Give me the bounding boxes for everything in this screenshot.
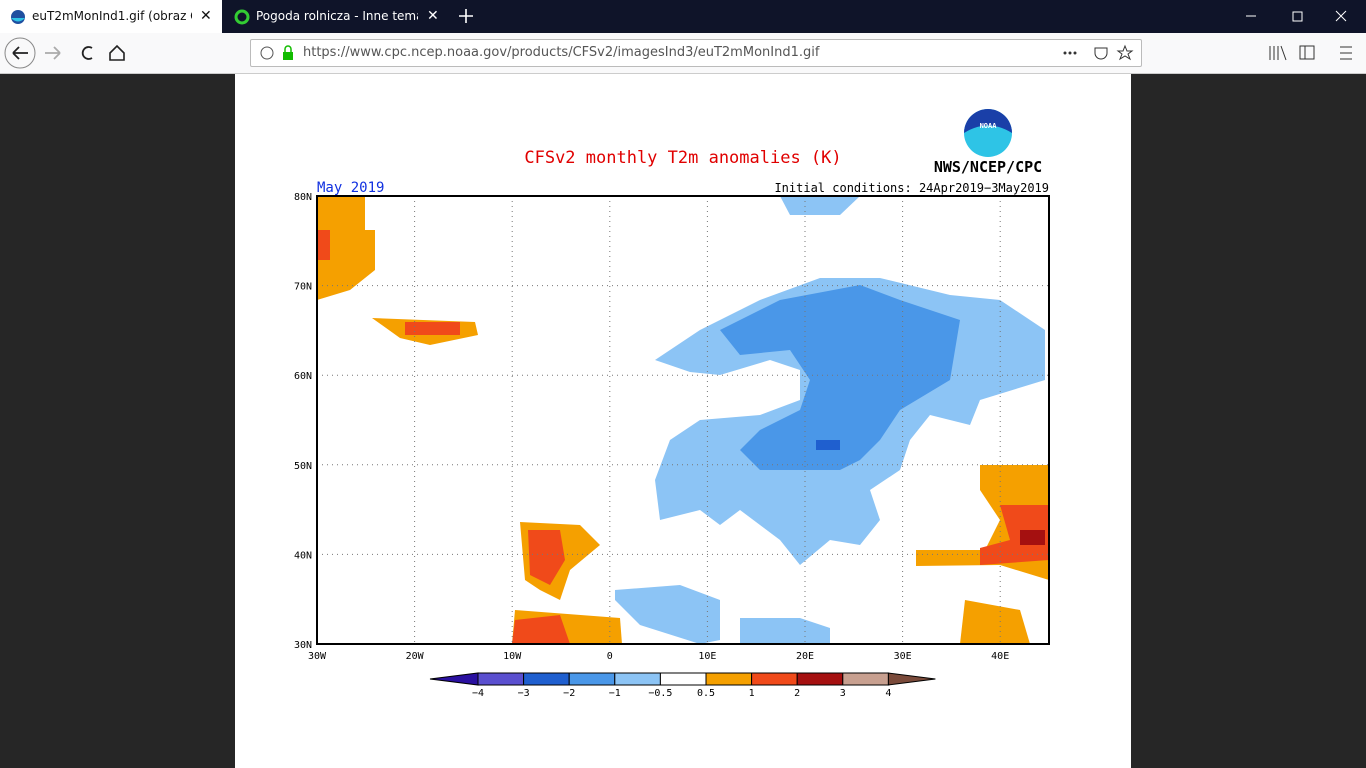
lon-label: 20W [406,651,425,662]
lat-label: 60N [294,371,312,382]
lon-label: 10W [503,651,522,662]
url-bar[interactable]: https://www.cpc.ncep.noaa.gov/products/C… [250,39,1142,67]
lon-label: 30E [894,651,912,662]
colorbar-label: 4 [885,688,891,699]
colorbar-label: −2 [563,688,575,699]
colorbar-label: −0.5 [648,688,672,699]
colorbar-cell [477,672,525,686]
lon-label: 20E [796,651,814,662]
colorbar-label: −4 [472,688,484,699]
colorbar-cell [659,672,707,686]
colorbar-label: 1 [749,688,755,699]
tab-close[interactable]: ✕ [427,8,439,24]
lat-label: 80N [294,192,312,203]
anomaly-map: CFSv2 monthly T2m anomalies (K) May 2019… [294,109,1050,699]
tab-title: Pogoda rolnicza - Inne tematy [256,9,418,23]
nav-bar: https://www.cpc.ncep.noaa.gov/products/C… [0,33,1366,74]
tab-close[interactable]: ✕ [200,8,212,24]
colorbar-cell [568,672,616,686]
map-month: May 2019 [317,180,384,196]
colorbar-label: 0.5 [697,688,715,699]
colorbar-arrow [887,672,936,686]
favicon [11,10,25,24]
lat-label: 30N [294,640,312,651]
map-title: CFSv2 monthly T2m anomalies (K) [524,148,841,168]
colorbar-cell [523,672,570,686]
page-actions[interactable] [1057,40,1137,66]
lat-label: 50N [294,461,312,472]
colorbar-cell [751,672,798,686]
url-text: https://www.cpc.ncep.noaa.gov/products/C… [303,45,820,60]
new-tab[interactable] [456,6,476,26]
lat-label: 70N [294,282,312,293]
colorbar-label: 2 [794,688,800,699]
favicon [234,9,250,25]
colorbar-label: 3 [840,688,846,699]
colorbar-cell [796,672,844,686]
colorbar-cell [614,672,661,686]
colorbar: −4 −3 −2 −1 −0.5 0.5 1 2 3 4 [429,672,936,699]
tab-active[interactable]: euT2mMonInd1.gif (obraz GIF, ✕ [0,0,222,33]
logo-text: NOAA [980,122,998,130]
lon-label: 40E [991,651,1009,662]
site-info[interactable] [259,40,299,66]
tab-title: euT2mMonInd1.gif (obraz GIF, [32,9,192,23]
colorbar-cell [842,672,889,686]
initial-conditions: Initial conditions: 24Apr2019−3May2019 [774,181,1049,195]
nav-buttons[interactable] [0,33,140,73]
map-frame [316,195,1050,645]
agency: NWS/NCEP/CPC [934,158,1042,176]
lat-label: 40N [294,550,312,561]
lon-label: 10E [698,651,716,662]
colorbar-cell [705,672,753,686]
window-controls[interactable] [1216,0,1366,33]
anomaly-shading [317,196,1049,644]
toolbar-icons[interactable] [1262,33,1362,73]
graticule [317,196,1049,644]
lon-label: 0 [607,651,613,662]
colorbar-label: −1 [609,688,621,699]
colorbar-arrow [429,672,479,686]
map-area [317,196,1049,644]
tab[interactable]: Pogoda rolnicza - Inne tematy ✕ [222,0,447,33]
colorbar-label: −3 [518,688,530,699]
lon-label: 30W [308,651,327,662]
tab-bar: euT2mMonInd1.gif (obraz GIF, ✕ Pogoda ro… [0,0,1366,33]
